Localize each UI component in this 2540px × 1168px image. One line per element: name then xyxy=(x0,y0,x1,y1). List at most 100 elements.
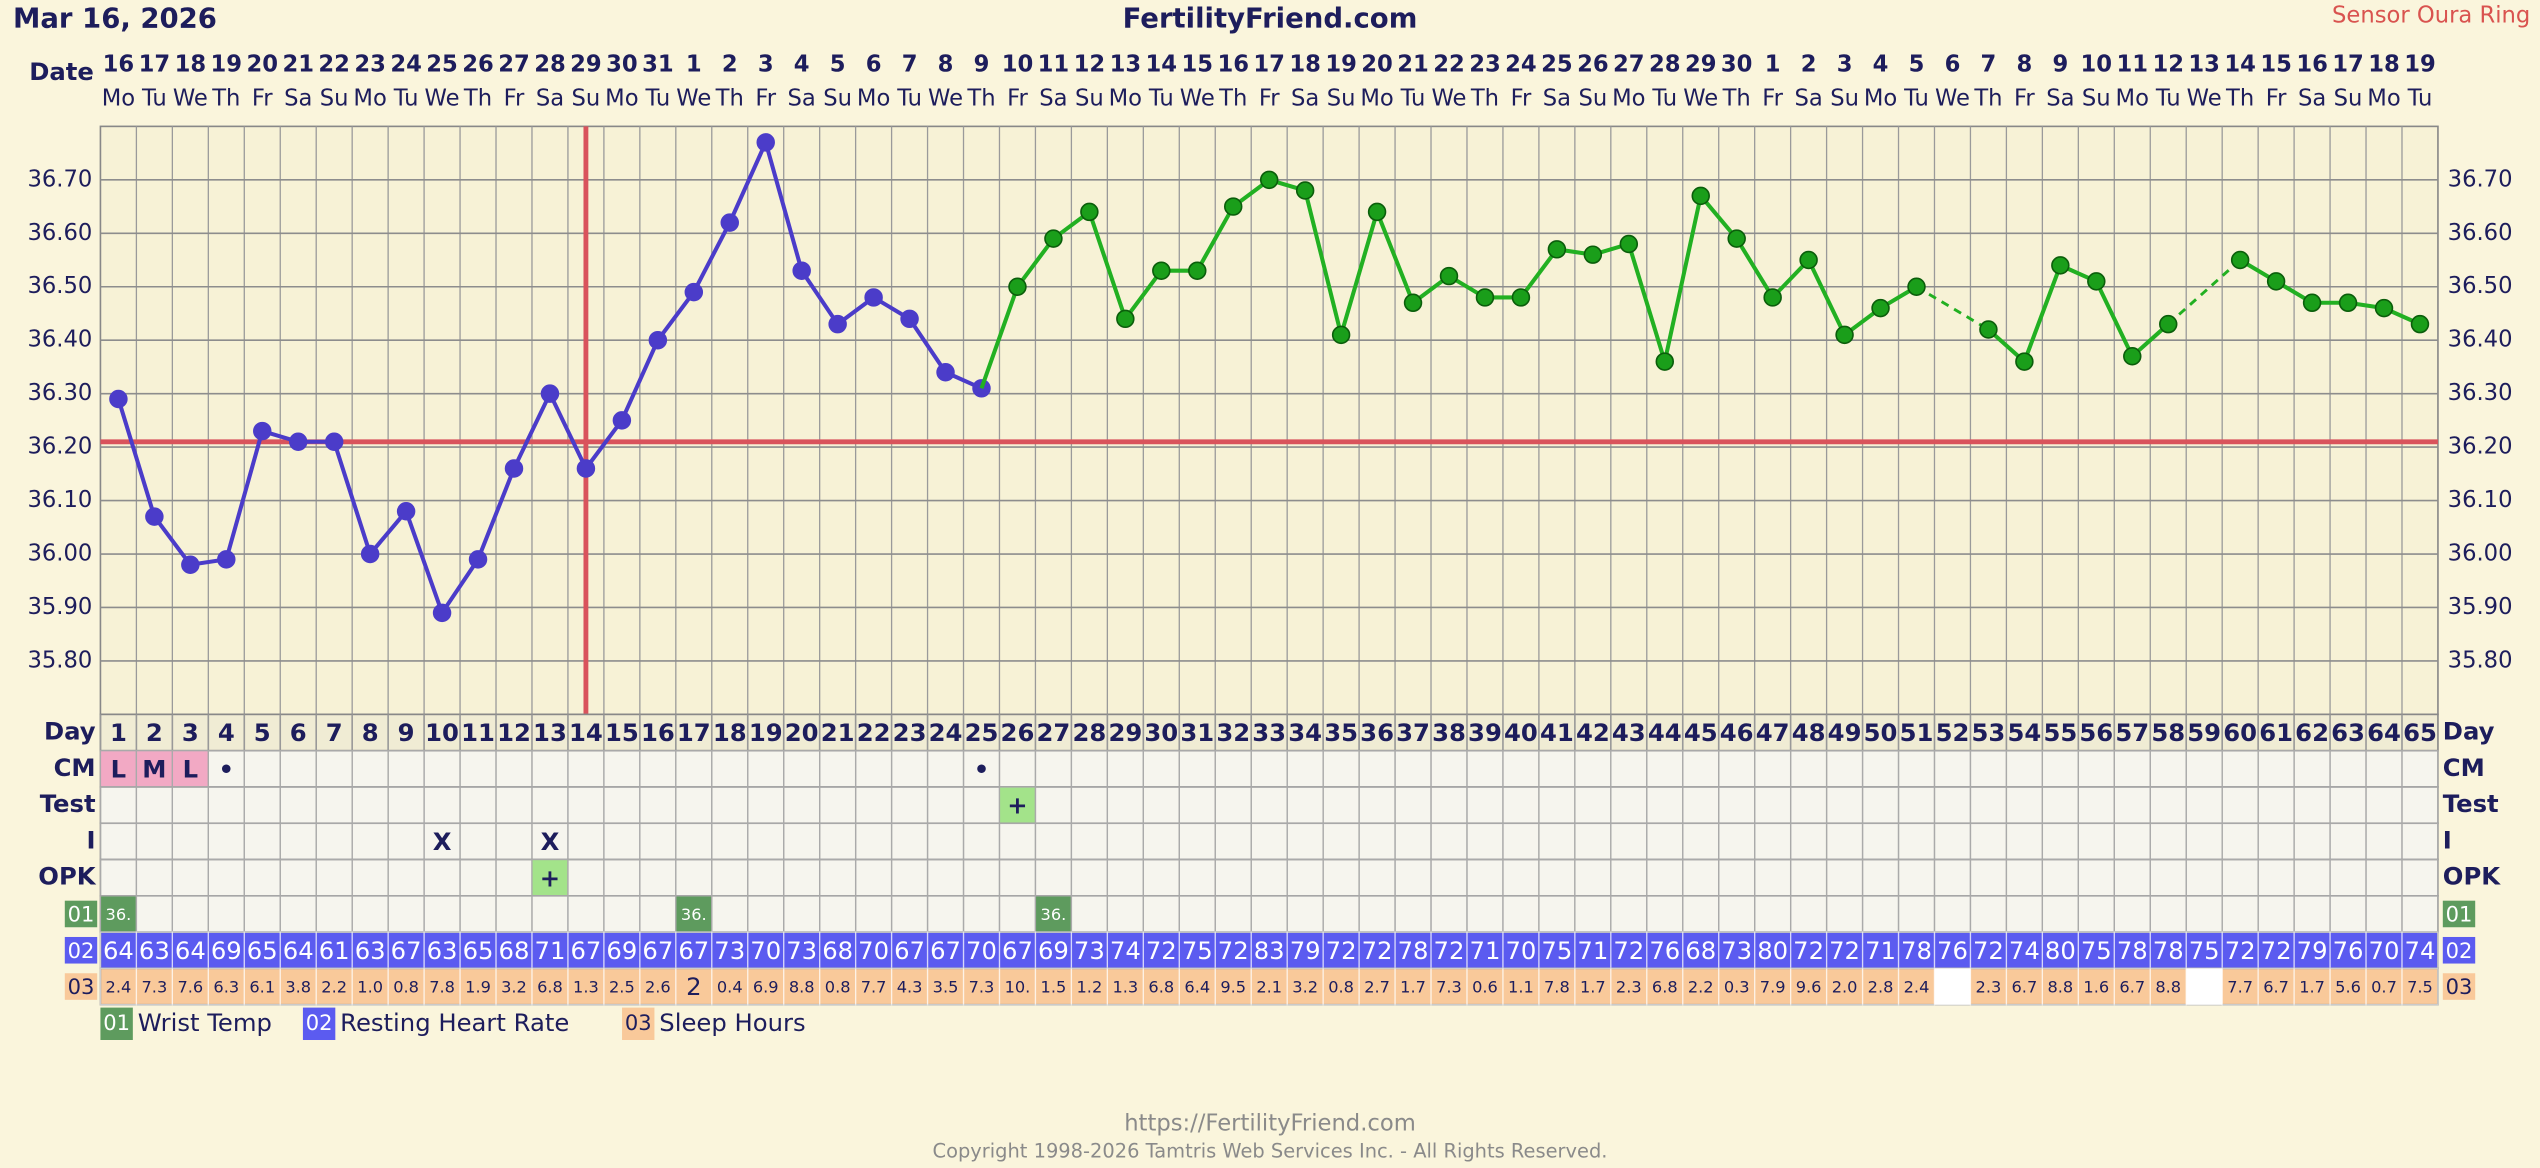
temperature-point xyxy=(360,544,380,564)
sensor-cell-text: 6.8 xyxy=(1148,978,1174,997)
day-number: 28 xyxy=(1072,718,1106,747)
sensor-cell-text: 8.8 xyxy=(2047,978,2073,997)
date-label: 7 xyxy=(1981,51,1997,77)
day-number: 20 xyxy=(785,718,819,747)
y-tick-label-right: 36.10 xyxy=(2448,487,2513,513)
weekday-label: Su xyxy=(320,85,349,111)
sensor-cell-text: 0.7 xyxy=(2371,978,2397,997)
y-tick-label-right: 36.70 xyxy=(2448,166,2513,192)
day-number: 17 xyxy=(677,718,711,747)
day-number: 8 xyxy=(362,718,379,747)
sensor-cell-text: 8.8 xyxy=(789,978,815,997)
weekday-label: We xyxy=(1683,85,1718,111)
date-label: 28 xyxy=(534,51,566,77)
sensor-cell-text: 75 xyxy=(1182,936,1213,965)
sensor-label: Sensor Oura Ring xyxy=(2332,3,2530,29)
day-number: 44 xyxy=(1648,718,1682,747)
day-number: 60 xyxy=(2223,718,2257,747)
sensor-cell-text: 7.9 xyxy=(1760,978,1786,997)
weekday-label: Su xyxy=(2334,85,2363,111)
date-label: 6 xyxy=(866,51,882,77)
day-number: 34 xyxy=(1288,718,1322,747)
day-number: 48 xyxy=(1792,718,1826,747)
sensor-cell-text: 76 xyxy=(1649,936,1680,965)
date-label: 18 xyxy=(1289,51,1321,77)
weekday-label: Th xyxy=(966,85,995,111)
weekday-label: We xyxy=(2187,85,2222,111)
temperature-point xyxy=(288,432,308,452)
sensor-code-right-box xyxy=(2442,936,2476,964)
day-number: 18 xyxy=(713,718,747,747)
temperature-point xyxy=(2015,352,2034,371)
temperature-point xyxy=(1008,277,1027,296)
sensor-row xyxy=(99,931,2439,970)
date-label: 26 xyxy=(1577,51,1609,77)
obs-cell-text: X xyxy=(433,827,452,856)
date-label: 19 xyxy=(211,51,243,77)
weekday-label: Mo xyxy=(1360,85,1393,111)
date-label: 20 xyxy=(246,51,278,77)
weekday-label: Sa xyxy=(536,85,564,111)
plot-area xyxy=(99,125,2439,716)
temperature-point xyxy=(720,213,739,232)
weekday-label: Tu xyxy=(2155,85,2181,111)
day-number: 12 xyxy=(497,718,531,747)
weekday-label: Th xyxy=(2225,85,2254,111)
sensor-cell-text: 72 xyxy=(1829,936,1860,965)
sensor-cell-text: 6.7 xyxy=(2119,978,2145,997)
date-label: 2 xyxy=(722,51,738,77)
day-number: 49 xyxy=(1828,718,1862,747)
sensor-cell-text: 70 xyxy=(750,936,781,965)
date-label: 23 xyxy=(1469,51,1501,77)
sensor-cell-text: 0.8 xyxy=(393,978,419,997)
weekday-label: Mo xyxy=(857,85,890,111)
obs-cell-text: M xyxy=(142,754,166,783)
obs-row xyxy=(99,786,2439,825)
sensor-cell-text: 69 xyxy=(1038,936,1069,965)
weekday-label: Fr xyxy=(1762,85,1783,111)
temperature-point xyxy=(2087,272,2106,291)
date-label: 3 xyxy=(758,51,774,77)
date-label: 1 xyxy=(686,51,702,77)
weekday-label: Sa xyxy=(1039,85,1067,111)
day-number: 2 xyxy=(146,718,163,747)
date-label: 15 xyxy=(1182,51,1214,77)
obs-row-label: OPK xyxy=(38,862,96,891)
sensor-cell-text: 3.2 xyxy=(1292,978,1318,997)
date-label: 25 xyxy=(1541,51,1573,77)
temperature-point xyxy=(2123,347,2142,366)
sensor-cell-text: 6.4 xyxy=(1184,978,1210,997)
date-label: Date xyxy=(29,57,94,86)
weekday-label: Tu xyxy=(141,85,167,111)
weekday-label: Su xyxy=(1830,85,1859,111)
sensor-cell-text: 72 xyxy=(1362,936,1393,965)
sensor-cell-text: 2.1 xyxy=(1256,978,1282,997)
obs-cell-text: X xyxy=(541,827,560,856)
day-number: 21 xyxy=(821,718,855,747)
day-number: 40 xyxy=(1504,718,1538,747)
weekday-label: Su xyxy=(572,85,601,111)
sensor-cell-text: 36. xyxy=(681,905,707,924)
y-tick-label: 36.30 xyxy=(27,380,92,406)
day-number: 50 xyxy=(1864,718,1898,747)
day-number: 13 xyxy=(533,718,567,747)
date-label: 23 xyxy=(354,51,386,77)
day-number: 56 xyxy=(2079,718,2113,747)
sensor-cell-text: 72 xyxy=(1434,936,1465,965)
date-label: 22 xyxy=(1433,51,1465,77)
sensor-cell-text: 6.8 xyxy=(537,978,563,997)
day-number: 4 xyxy=(218,718,235,747)
date-label: 19 xyxy=(2404,51,2436,77)
date-label: 14 xyxy=(1146,51,1178,77)
date-label: 4 xyxy=(794,51,810,77)
date-label: 17 xyxy=(2332,51,2364,77)
date-label: 21 xyxy=(282,51,314,77)
temperature-point xyxy=(540,384,560,403)
y-tick-label-right: 35.90 xyxy=(2448,594,2513,620)
weekday-label: Mo xyxy=(102,85,135,111)
sensor-code: 02 xyxy=(68,938,95,963)
weekday-label: Th xyxy=(1973,85,2002,111)
temperature-point xyxy=(1763,288,1782,307)
date-label: 16 xyxy=(103,51,135,77)
legend-code: 01 xyxy=(103,1010,130,1035)
